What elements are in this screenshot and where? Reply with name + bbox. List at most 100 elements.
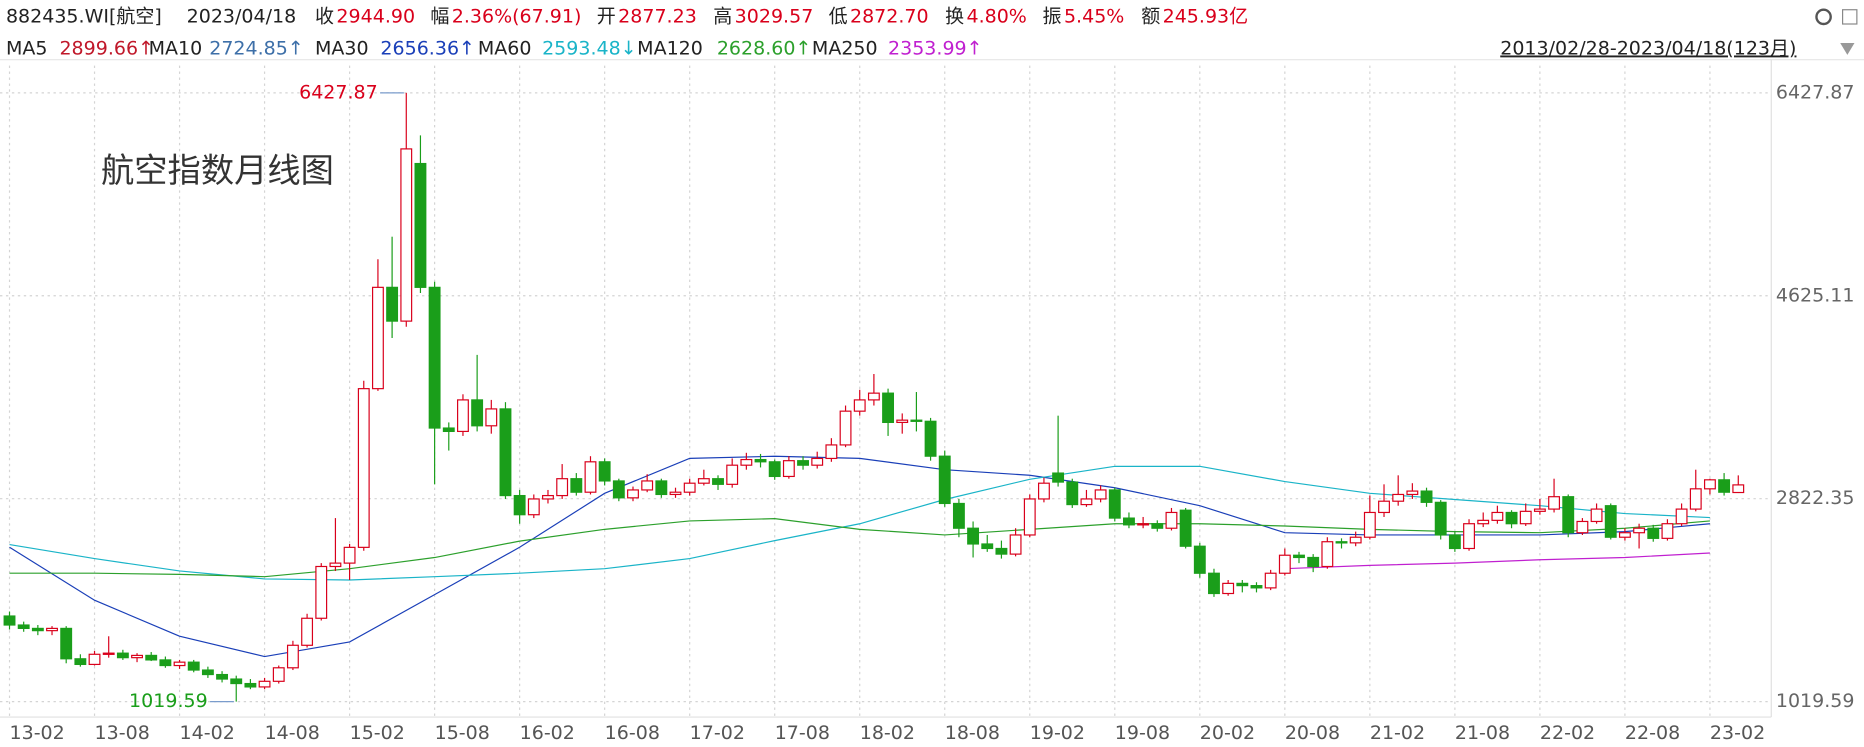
candle-body [116, 652, 129, 659]
x-tick-label: 16-08 [605, 722, 660, 744]
candle-body [1732, 484, 1745, 494]
candle-body [740, 458, 753, 466]
candle-body [1052, 472, 1065, 483]
candle-body [1208, 572, 1220, 595]
candle-body [201, 669, 214, 676]
candle-body [1675, 508, 1688, 525]
quote-value: 5.45% [1064, 5, 1124, 27]
x-tick-label: 18-02 [860, 722, 915, 744]
candle-body [995, 547, 1008, 555]
legend-name: MA120 [637, 37, 703, 59]
chart-title: 航空指数月线图 [101, 151, 334, 190]
date-range[interactable]: 2013/02/28-2023/04/18(123月) [1500, 37, 1796, 59]
candle-body [1463, 523, 1475, 550]
x-tick-label: 13-02 [10, 722, 65, 744]
candle-body [556, 478, 569, 497]
candle-body [1420, 490, 1433, 503]
candle-body [187, 661, 200, 671]
candle-body [811, 457, 824, 466]
candle-body [1278, 554, 1291, 574]
candle-body [1108, 489, 1121, 519]
candle-body [542, 494, 554, 500]
candle-body [159, 659, 172, 667]
x-tick-label: 19-02 [1030, 722, 1085, 744]
x-tick-label: 19-08 [1115, 722, 1170, 744]
candle-body [627, 489, 639, 499]
x-tick-label: 20-08 [1285, 722, 1340, 744]
candle-body [1576, 520, 1589, 534]
candle-body [371, 286, 384, 390]
candle-body [938, 455, 951, 505]
x-tick-label: 22-02 [1540, 722, 1595, 744]
candle-body [1250, 585, 1263, 589]
candle-body [1618, 532, 1631, 538]
candle-body [1406, 490, 1419, 496]
candle-body [315, 565, 328, 619]
x-tick-label: 14-02 [180, 722, 235, 744]
candle-body [244, 682, 257, 688]
candle-body [400, 148, 413, 322]
candle-body [1633, 527, 1646, 534]
candle-body [1434, 501, 1447, 536]
candle-body [1533, 508, 1546, 512]
candle-body [1222, 582, 1235, 595]
candle-body [952, 502, 965, 529]
candle-body [1448, 534, 1461, 550]
quote-value: 245.93亿 [1163, 5, 1249, 27]
candle-body [924, 420, 937, 457]
candle-body [457, 399, 469, 433]
candle-body [1378, 500, 1390, 514]
candle-body [584, 461, 597, 493]
candle-body [1335, 541, 1348, 544]
legend-value: 2628.60↑ [717, 37, 812, 59]
x-tick-label: 13-08 [95, 722, 150, 744]
expand-icon[interactable] [1842, 9, 1858, 25]
legend-name: MA60 [478, 37, 532, 59]
x-tick-label: 15-02 [350, 722, 405, 744]
candle-body [301, 617, 314, 646]
candle-body [981, 543, 994, 550]
candle-body [683, 482, 696, 493]
legend-name: MA5 [6, 37, 48, 59]
quote-value: 2877.23 [618, 5, 697, 27]
range-dropdown[interactable] [1840, 43, 1855, 55]
settings-icon[interactable] [1815, 8, 1832, 26]
candle-body [1080, 498, 1093, 506]
candle-body [357, 388, 370, 548]
candle-body [272, 667, 285, 682]
candle-body [612, 480, 625, 499]
x-tick-label: 21-02 [1370, 722, 1425, 744]
candle-body [839, 410, 852, 446]
candle-body [655, 480, 668, 496]
candle-body [1604, 505, 1617, 538]
candle-body [1548, 496, 1561, 510]
quote-label: 低 [829, 5, 848, 27]
candle-body [1647, 527, 1660, 539]
candle-body [88, 653, 101, 666]
candle-body [102, 652, 115, 655]
legend-value: 2593.48↓ [542, 37, 637, 59]
candle-body [1392, 493, 1405, 502]
candle-body [712, 478, 724, 485]
y-tick-label: 4625.11 [1776, 284, 1855, 306]
candle-body [1137, 523, 1150, 526]
candle-body [60, 627, 73, 660]
candle-body [1264, 572, 1277, 589]
candle-body [1562, 496, 1575, 534]
x-tick-label: 22-08 [1625, 722, 1680, 744]
quote-value: 2872.70 [850, 5, 929, 27]
quote-label: 开 [597, 5, 616, 27]
x-tick-label: 20-02 [1200, 722, 1255, 744]
candle-body [910, 419, 923, 422]
candle-body [343, 546, 356, 564]
candle-body [726, 464, 739, 485]
candle-body [797, 460, 809, 466]
quote-label: 振 [1043, 5, 1062, 27]
candle-body [1293, 554, 1305, 559]
candle-body [74, 658, 87, 666]
quote-value: 3029.57 [735, 5, 814, 27]
candle-body [414, 162, 427, 288]
candle-body [230, 678, 243, 685]
candle-body [216, 673, 229, 680]
